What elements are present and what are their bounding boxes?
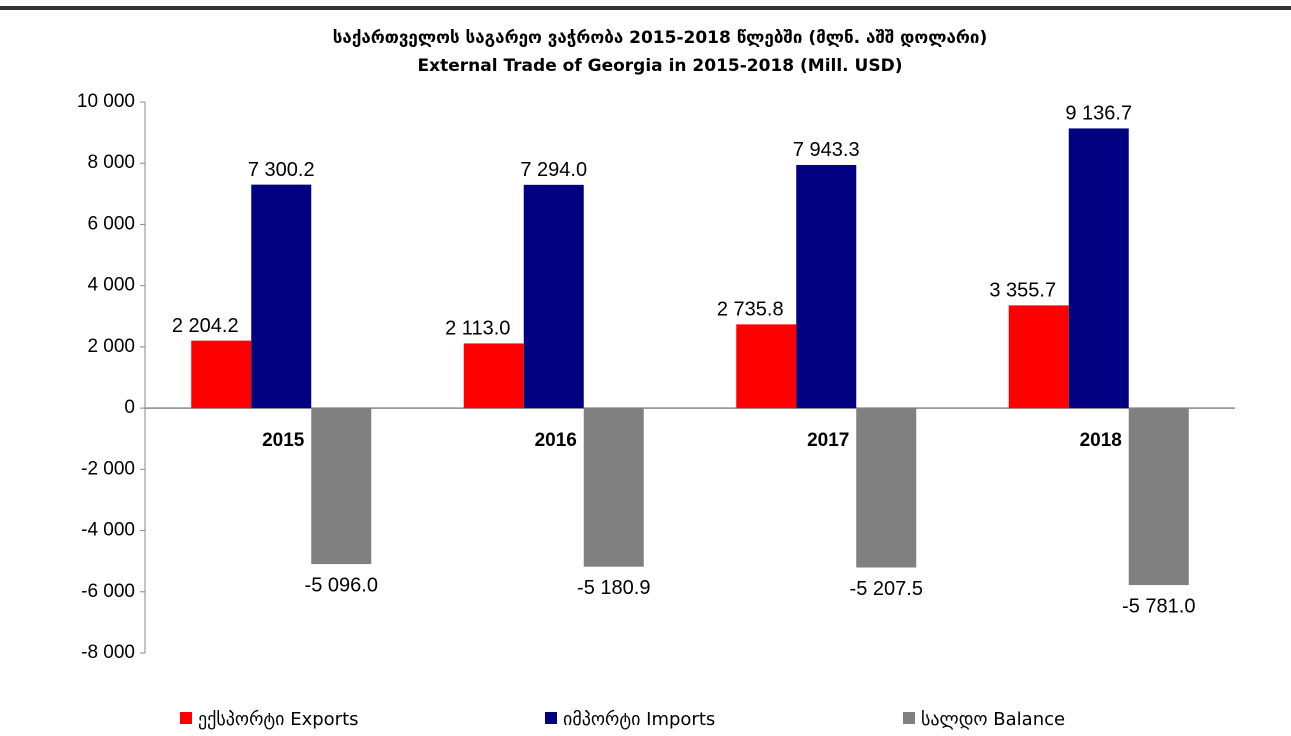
value-label: 7 300.2	[248, 159, 315, 181]
x-tick-label: 2015	[262, 430, 305, 451]
value-label: 2 113.0	[445, 318, 510, 340]
bar	[311, 408, 372, 565]
x-tick-label: 2017	[807, 430, 849, 451]
x-tick-label: 2018	[1080, 430, 1122, 451]
bar	[1068, 128, 1129, 409]
legend-label: იმპორტი Imports	[563, 709, 715, 730]
bar	[191, 340, 252, 409]
bar	[251, 184, 312, 409]
bar	[1128, 408, 1189, 586]
top-rule	[0, 6, 1291, 10]
bar	[523, 184, 584, 409]
y-tick-label: -2 000	[81, 458, 135, 479]
value-label: 2 204.2	[172, 315, 239, 337]
y-tick-label: -4 000	[81, 520, 135, 541]
y-tick-label: 6 000	[87, 213, 135, 234]
y-tick-label: 8 000	[87, 152, 135, 173]
bar	[1008, 305, 1069, 409]
y-tick-label: 0	[124, 397, 135, 418]
chart-subtitle: External Trade of Georgia in 2015-2018 (…	[418, 56, 903, 76]
y-tick-label: 4 000	[87, 275, 135, 296]
bar	[796, 164, 857, 409]
value-label: -5 781.0	[1122, 595, 1195, 617]
value-label: 2 735.8	[717, 299, 784, 321]
y-tick-label: -8 000	[81, 642, 135, 663]
bar	[856, 408, 917, 568]
y-tick-label: 2 000	[87, 336, 135, 357]
y-tick-label: 10 000	[77, 91, 135, 112]
y-tick-label: -6 000	[81, 581, 135, 602]
x-tick-label: 2016	[535, 430, 577, 451]
value-label: -5 096.0	[305, 574, 378, 596]
legend-swatch	[903, 712, 915, 724]
legend-swatch	[545, 712, 557, 724]
chart-title: საქართველოს საგარეო ვაჭრობა 2015-2018 წლ…	[333, 28, 987, 48]
bar	[736, 324, 797, 409]
bar	[463, 343, 524, 409]
value-label: 3 355.7	[989, 280, 1056, 302]
bar	[583, 408, 644, 567]
value-label: 7 294.0	[520, 159, 587, 181]
value-label: 7 943.3	[793, 139, 860, 161]
legend-swatch	[180, 712, 192, 724]
value-label: -5 180.9	[577, 577, 650, 599]
legend-label: სალდო Balance	[921, 709, 1065, 730]
legend-label: ექსპორტი Exports	[198, 709, 359, 730]
value-label: 9 136.7	[1065, 103, 1132, 125]
value-label: -5 207.5	[850, 578, 923, 600]
